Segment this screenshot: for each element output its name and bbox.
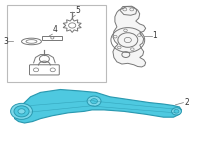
Text: 4: 4 <box>53 25 58 34</box>
Circle shape <box>18 109 25 114</box>
Bar <box>7 5 106 82</box>
Text: 2: 2 <box>184 98 189 107</box>
Circle shape <box>172 108 181 115</box>
Polygon shape <box>15 90 181 123</box>
Circle shape <box>14 106 29 117</box>
Text: 1: 1 <box>153 31 157 40</box>
Circle shape <box>87 96 101 106</box>
Bar <box>42 36 62 40</box>
Polygon shape <box>113 6 146 67</box>
Text: 5: 5 <box>76 6 81 15</box>
Circle shape <box>11 103 32 119</box>
Circle shape <box>91 99 98 104</box>
Text: 3: 3 <box>3 37 8 46</box>
Circle shape <box>174 110 179 113</box>
